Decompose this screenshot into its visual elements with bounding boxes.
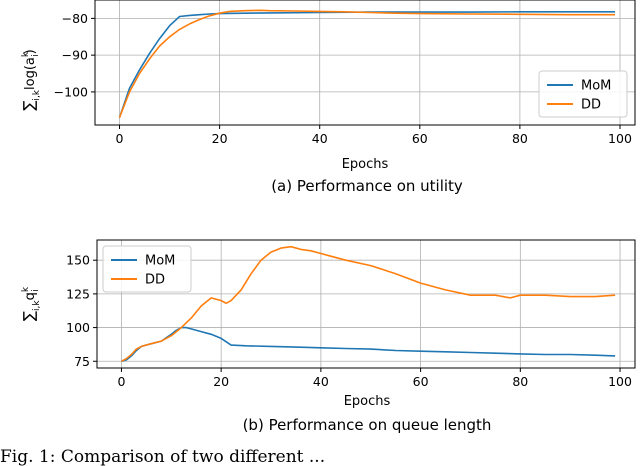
legend-label-dd: DD — [145, 273, 165, 288]
x-tick-label: 100 — [608, 374, 632, 389]
y-label-sum: ∑ — [20, 311, 38, 321]
y-tick-label: −80 — [62, 11, 88, 26]
chart-queue-length: 0 20 40 60 80 100 75 100 125 150 MoM DD Epochs ∑i,… — [20, 239, 636, 434]
chart-utility: 0 20 40 60 80 100 −100 −90 −80 MoM DD Epochs ∑i,k… — [20, 0, 636, 195]
y-label-expr-sub: i — [31, 54, 41, 57]
series-line-dd — [121, 245, 616, 363]
y-label-expr-sub: i — [31, 289, 41, 292]
y-tick-label: −90 — [62, 48, 88, 63]
x-tick-label: 40 — [312, 131, 328, 146]
legend-label-mom: MoM — [145, 254, 175, 269]
x-tick-label: 60 — [413, 374, 429, 389]
grid-utility — [95, 0, 635, 125]
y-axis-label-utility: ∑i,klog(aki) — [20, 49, 42, 110]
legend-label-mom: MoM — [581, 79, 611, 94]
y-label-expr-sup: k — [21, 286, 31, 292]
x-tick-label: 80 — [512, 374, 528, 389]
x-tick-label: 20 — [212, 131, 228, 146]
caption-utility: (a) Performance on utility — [271, 177, 463, 195]
series-line-mom — [121, 326, 616, 363]
series-queue-length — [121, 245, 616, 363]
y-axis-label-queue-length: ∑i,kqki — [20, 286, 42, 321]
y-tick-label: 150 — [66, 253, 90, 268]
series-utility — [118, 9, 615, 118]
y-tick-label: 125 — [66, 286, 90, 301]
x-tick-label: 0 — [117, 374, 125, 389]
ticks-utility: 0 20 40 60 80 100 −100 −90 −80 — [54, 11, 632, 146]
y-tick-label: 100 — [66, 320, 90, 335]
y-tick-label: −100 — [54, 84, 88, 99]
y-label-expr: q — [23, 292, 38, 300]
plot-frame-queue-length — [96, 239, 636, 369]
x-axis-label-queue-length: Epochs — [344, 394, 391, 409]
x-tick-label: 60 — [412, 131, 428, 146]
x-tick-label: 40 — [313, 374, 329, 389]
caption-queue-length: (b) Performance on queue length — [243, 416, 492, 434]
svg-text:∑i,kqki: ∑i,kqki — [20, 286, 42, 321]
y-label-sum-sub: i,k — [32, 89, 42, 100]
legend-label-dd: DD — [581, 98, 601, 113]
figure-caption-fragment: Fig. 1: Comparison of two different ... — [0, 447, 325, 466]
legend-utility: MoM DD — [538, 70, 628, 118]
y-tick-label: 75 — [74, 354, 90, 369]
ticks-queue-length: 0 20 40 60 80 100 75 100 125 150 — [66, 253, 632, 389]
legend-box — [538, 70, 628, 118]
plot-frame-utility — [94, 0, 636, 126]
y-label-sum: ∑ — [20, 101, 38, 111]
y-label-expr: log(a — [23, 57, 38, 90]
x-tick-label: 80 — [512, 131, 528, 146]
x-axis-label-utility: Epochs — [342, 157, 389, 172]
svg-text:∑i,klog(aki): ∑i,klog(aki) — [20, 49, 42, 110]
x-tick-label: 100 — [608, 131, 632, 146]
y-label-expr-end: ) — [23, 49, 38, 54]
y-label-sum-sub: i,k — [32, 300, 42, 311]
x-tick-label: 20 — [213, 374, 229, 389]
legend-box — [102, 245, 192, 293]
series-line-dd — [118, 9, 615, 118]
legend-queue-length: MoM DD — [102, 245, 192, 293]
y-label-expr-sup: k — [21, 51, 31, 57]
x-tick-label: 0 — [116, 131, 124, 146]
